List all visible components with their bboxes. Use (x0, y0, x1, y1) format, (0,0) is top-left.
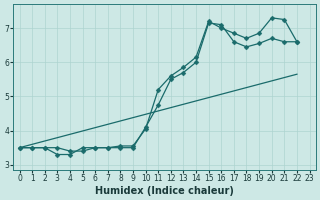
X-axis label: Humidex (Indice chaleur): Humidex (Indice chaleur) (95, 186, 234, 196)
